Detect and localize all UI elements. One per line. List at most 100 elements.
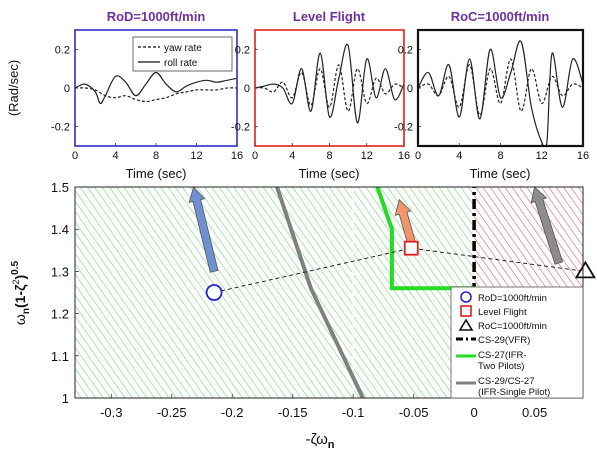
point-rod-circle: [205, 284, 223, 301]
main-legend-square-marker: [460, 305, 472, 317]
legend: yaw rate roll rate: [132, 36, 233, 72]
main-legend-circle-marker: [460, 291, 472, 303]
legend-roll-label: roll rate: [164, 58, 198, 69]
panel-roc-title: RoC=1000ft/min: [451, 9, 550, 24]
main-ylabel: ωn(1-ζ2)0.5: [10, 260, 32, 325]
x-tick-label: 16: [398, 150, 410, 162]
main-legend-box: [450, 286, 584, 399]
y-tick-label: 0: [244, 83, 250, 95]
series-roll-rate-line: [75, 71, 237, 105]
main-points: [205, 240, 597, 301]
y-tick-label: 1: [62, 391, 69, 406]
point-level-square: [403, 240, 419, 256]
main-legend: RoD=1000ft/min Level Flight RoC=1000ft/m…: [450, 286, 584, 399]
y-tick-label: 0.2: [55, 44, 70, 56]
main-legend-rod: RoD=1000ft/min: [478, 293, 547, 304]
x-tick-label: 4: [456, 150, 462, 162]
main-plot: -0.3 -0.25 -0.2 -0.15 -0.1 -0.05 0 0.05 1 1.1 1.2 1…: [10, 180, 597, 451]
panel-roc: RoC=1000ft/min 0 4 8 12 16 -0.2 0 0.2 Time (sec…: [394, 9, 589, 181]
main-xlabel: -ζωn: [305, 431, 334, 451]
panel-level-series: [255, 43, 404, 124]
main-arrows: [188, 186, 564, 273]
x-tick-label: 8: [326, 150, 332, 162]
x-tick-label: -0.2: [221, 405, 243, 420]
y-tick-label: 0: [407, 83, 413, 95]
series-yaw-rate-line: [418, 58, 583, 116]
x-tick-label: 0: [415, 150, 421, 162]
trend-arrow: [530, 186, 564, 265]
boundary-line: [275, 187, 365, 398]
main-ticks: -0.3 -0.25 -0.2 -0.15 -0.1 -0.05 0 0.05 1 1.1 1.2 1…: [51, 180, 547, 420]
x-tick-label: 4: [112, 150, 118, 162]
x-tick-label: 16: [577, 150, 589, 162]
trend-arrow: [188, 186, 219, 273]
trend-arrow: [394, 198, 416, 244]
main-legend-roc: RoC=1000ft/min: [478, 321, 547, 332]
x-tick-label: 12: [361, 150, 373, 162]
y-tick-label: 1.1: [51, 349, 69, 364]
panel-rod-xlabel: Time (sec): [126, 166, 187, 181]
x-tick-label: 8: [497, 150, 503, 162]
y-tick-label: 1.2: [51, 307, 69, 322]
series-roll-rate-line: [418, 40, 583, 146]
x-tick-label: -0.15: [278, 405, 308, 420]
main-ylabel-sup: 2: [11, 279, 21, 284]
x-tick-label: 0: [72, 150, 78, 162]
main-xlabel-base: -ζω: [305, 431, 328, 448]
main-ylabel-omega: ω: [12, 314, 28, 325]
x-tick-label: -0.05: [399, 405, 429, 420]
main-ylabel-end: ): [12, 275, 28, 280]
x-tick-label: 16: [231, 150, 243, 162]
main-legend-single-pilot-1: CS-29/CS-27: [478, 376, 535, 387]
panel-level-ticks: 0 4 8 12 16 -0.2 0 0.2: [231, 44, 410, 162]
x-tick-label: 4: [289, 150, 295, 162]
panel-rod-title: RoD=1000ft/min: [107, 9, 206, 24]
x-tick-label: 0.05: [522, 405, 547, 420]
main-legend-triangle-marker: [458, 318, 474, 331]
y-tick-label: 0.2: [398, 44, 413, 56]
panel-roc-ticks: 0 4 8 12 16 -0.2 0 0.2: [394, 44, 589, 162]
series-yaw-rate-line: [75, 87, 237, 103]
legend-yaw-label: yaw rate: [164, 43, 202, 54]
main-legend-vfr: CS-29(VFR): [478, 335, 530, 346]
x-tick-label: 8: [153, 150, 159, 162]
y-tick-label: -0.2: [231, 122, 250, 134]
panel-roc-xlabel: Time (sec): [470, 166, 531, 181]
y-tick-label: 1.5: [51, 180, 69, 195]
x-tick-label: -0.1: [342, 405, 364, 420]
x-tick-label: 12: [536, 150, 548, 162]
main-ylabel-sub: n: [21, 308, 32, 314]
stable-region-hatch: [75, 187, 475, 398]
y-tick-label: 1.3: [51, 264, 69, 279]
y-tick-label: 0.2: [235, 44, 250, 56]
point-roc-triangle: [574, 260, 597, 279]
legend-box: [132, 36, 233, 72]
series-yaw-rate-line: [255, 64, 404, 112]
main-xlabel-sub: n: [328, 439, 335, 451]
panel-rod: RoD=1000ft/min (Rad/sec) 0 4 8 12 16 -0.2 0 0.2…: [6, 9, 243, 181]
main-legend-two-pilots-2: Two Pilots): [478, 361, 524, 372]
y-tick-label: -0.2: [394, 122, 413, 134]
main-ylabel-pow: 0.5: [10, 260, 21, 274]
panel-level: Level Flight 0 4 8 12 16 -0.2 0 0.2 Time (sec): [231, 9, 410, 181]
main-legend-single-pilot-2: (IFR-Single Pilot): [478, 387, 550, 398]
x-tick-label: 0: [252, 150, 258, 162]
x-tick-label: -0.25: [157, 405, 187, 420]
series-roll-rate-line: [255, 43, 404, 124]
main-legend-two-pilots-1: CS-27(IFR-: [478, 350, 527, 361]
panel-rod-ylabel: (Rad/sec): [6, 60, 21, 116]
x-tick-label: 0: [471, 405, 478, 420]
panel-level-title: Level Flight: [293, 9, 366, 24]
y-tick-label: 1.4: [51, 222, 69, 237]
y-tick-label: 0: [64, 83, 70, 95]
x-tick-label: -0.3: [100, 405, 122, 420]
panel-rod-series: [75, 71, 237, 105]
main-legend-level: Level Flight: [478, 307, 527, 318]
panel-level-xlabel: Time (sec): [299, 166, 360, 181]
x-tick-label: 12: [190, 150, 202, 162]
panel-roc-series: [418, 40, 583, 146]
main-ylabel-rest: (1-ζ: [12, 284, 28, 308]
y-tick-label: -0.2: [51, 122, 70, 134]
panel-rod-ticks: 0 4 8 12 16 -0.2 0 0.2: [51, 44, 243, 162]
